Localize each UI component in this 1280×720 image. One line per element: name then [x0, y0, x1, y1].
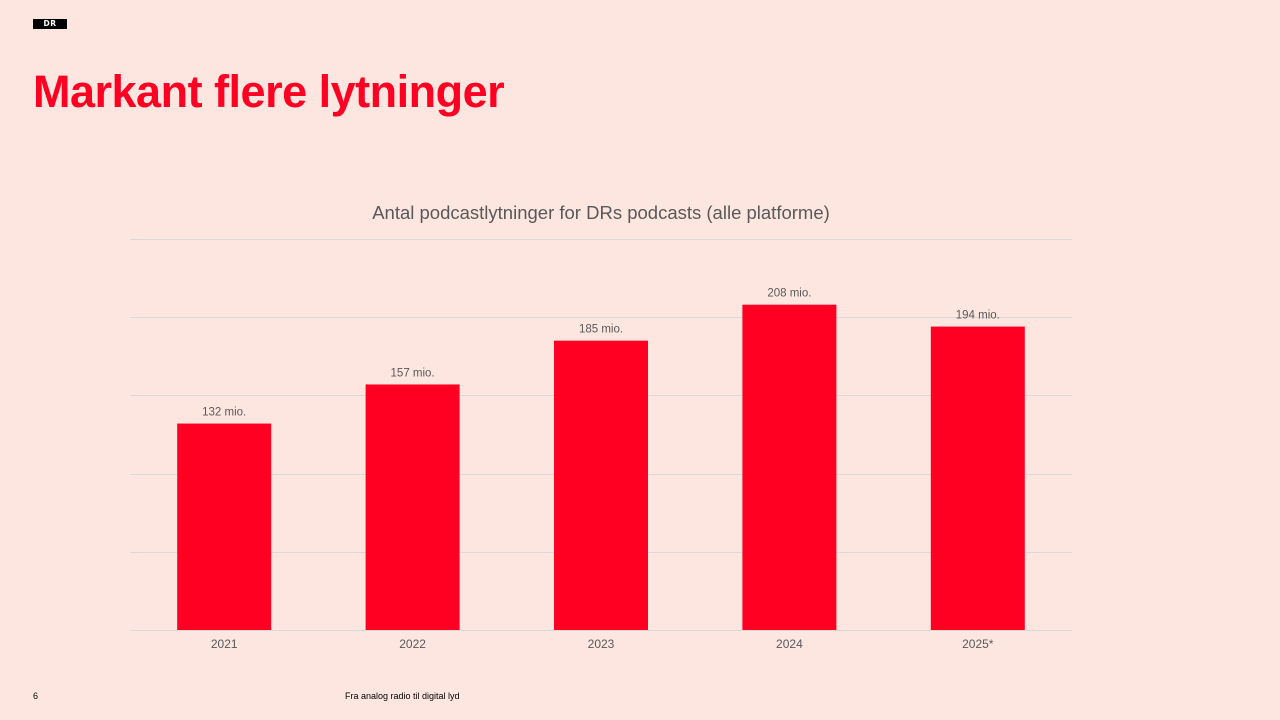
x-tick-label: 2025*	[962, 637, 994, 651]
bar-2024	[742, 304, 837, 630]
data-label: 208 mio.	[767, 288, 811, 300]
data-label: 132 mio.	[202, 407, 246, 419]
bar-2022	[365, 384, 460, 630]
bar-2023	[554, 340, 648, 630]
page-title: Markant flere lytninger	[33, 66, 505, 117]
dr-logo: DR	[33, 19, 67, 29]
data-label: 157 mio.	[391, 367, 435, 379]
data-label: 194 mio.	[956, 310, 1000, 322]
x-tick-label: 2021	[211, 637, 238, 651]
footer-text: Fra analog radio til digital lyd	[345, 691, 460, 701]
x-tick-label: 2023	[588, 637, 615, 651]
bar-2021	[177, 423, 272, 630]
bars	[177, 304, 1025, 630]
x-tick-label: 2024	[776, 637, 803, 651]
data-labels: 132 mio. 157 mio. 185 mio. 208 mio. 194 mio.	[202, 288, 1000, 419]
bar-2025	[930, 326, 1025, 630]
x-axis-tick-labels: 2021 2022 2023 2024 2025*	[211, 637, 994, 651]
x-tick-label: 2022	[399, 637, 426, 651]
page-number: 6	[33, 691, 39, 701]
chart-title: Antal podcastlytninger for DRs podcasts …	[372, 202, 830, 223]
data-label: 185 mio.	[579, 324, 623, 336]
